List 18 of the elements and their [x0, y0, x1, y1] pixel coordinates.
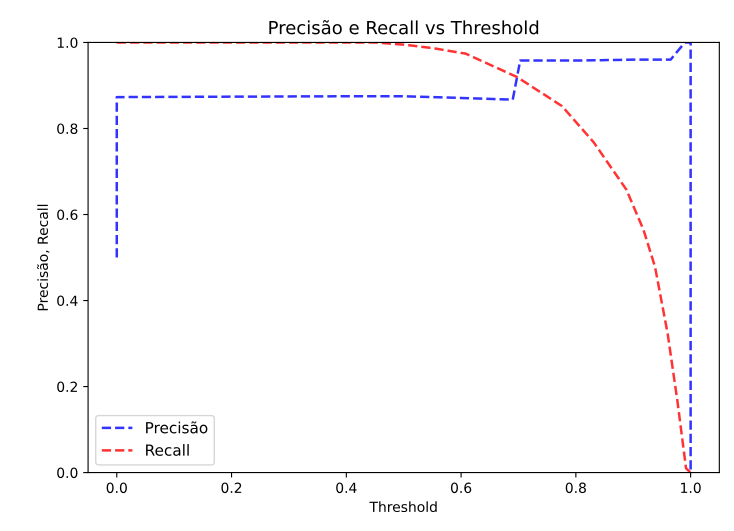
legend-label: Precisão: [146, 421, 208, 434]
chart-title: Precisão e Recall vs Threshold: [269, 20, 538, 34]
y-tick-label: 0.0: [57, 468, 78, 478]
legend-label: Recall: [146, 444, 189, 456]
x-tick-label: 0.2: [221, 482, 242, 494]
x-axis-title: Threshold: [369, 501, 437, 512]
y-tick-label: 0.8: [57, 123, 78, 134]
y-tick-label: 0.4: [57, 296, 78, 306]
line-series: [116, 42, 692, 473]
y-tick-label: 0.6: [57, 209, 78, 220]
y-axis-title: Precisão, Recall: [37, 204, 50, 310]
x-tick-label: 0.8: [566, 482, 586, 494]
y-tick-label: 0.2: [57, 382, 77, 392]
x-tick-label: 0.4: [336, 482, 357, 494]
x-tick-label: 1.0: [681, 482, 701, 494]
y-tick-label: 1.0: [58, 37, 78, 48]
x-tick-label: 0.6: [450, 482, 472, 494]
x-tick-label: 0.0: [106, 482, 127, 494]
